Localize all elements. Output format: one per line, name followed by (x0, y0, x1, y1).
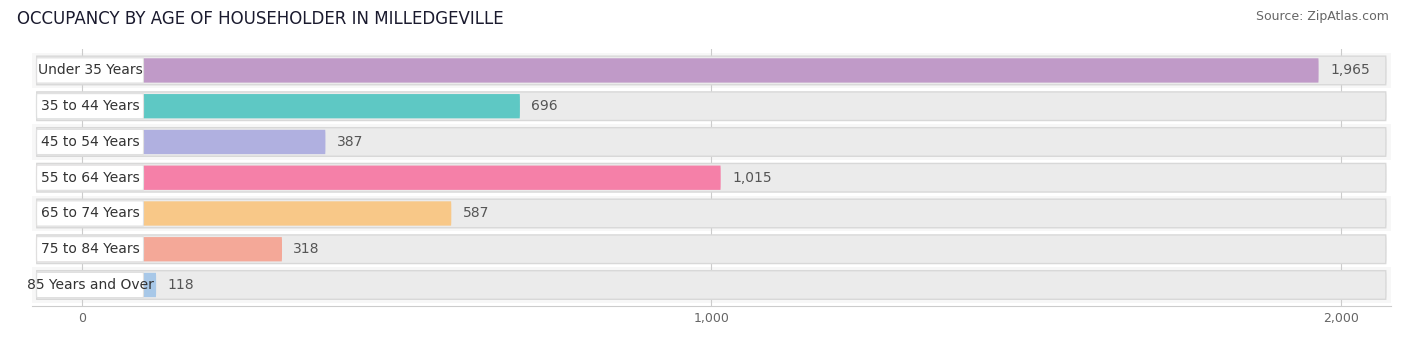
FancyBboxPatch shape (37, 58, 1319, 83)
Text: Source: ZipAtlas.com: Source: ZipAtlas.com (1256, 10, 1389, 23)
FancyBboxPatch shape (37, 237, 143, 262)
FancyBboxPatch shape (37, 94, 520, 118)
Text: 1,015: 1,015 (733, 171, 772, 185)
FancyBboxPatch shape (37, 164, 1386, 192)
FancyBboxPatch shape (37, 165, 143, 190)
FancyBboxPatch shape (37, 56, 1386, 85)
FancyBboxPatch shape (37, 201, 143, 226)
Text: 696: 696 (531, 99, 558, 113)
FancyBboxPatch shape (37, 130, 143, 155)
Bar (31, 124, 1391, 160)
FancyBboxPatch shape (37, 201, 451, 226)
FancyBboxPatch shape (37, 58, 143, 83)
Text: 85 Years and Over: 85 Years and Over (27, 278, 153, 292)
Text: 118: 118 (167, 278, 194, 292)
Text: 318: 318 (294, 242, 319, 256)
FancyBboxPatch shape (37, 237, 283, 261)
Bar (31, 53, 1391, 88)
FancyBboxPatch shape (37, 272, 143, 298)
Text: 1,965: 1,965 (1330, 64, 1369, 78)
Text: 45 to 54 Years: 45 to 54 Years (41, 135, 139, 149)
FancyBboxPatch shape (37, 273, 156, 297)
FancyBboxPatch shape (37, 92, 1386, 120)
FancyBboxPatch shape (37, 199, 1386, 228)
FancyBboxPatch shape (37, 94, 143, 119)
Bar (31, 195, 1391, 231)
FancyBboxPatch shape (37, 128, 1386, 156)
Text: OCCUPANCY BY AGE OF HOUSEHOLDER IN MILLEDGEVILLE: OCCUPANCY BY AGE OF HOUSEHOLDER IN MILLE… (17, 10, 503, 28)
Text: 587: 587 (463, 206, 489, 220)
Text: 65 to 74 Years: 65 to 74 Years (41, 206, 139, 220)
FancyBboxPatch shape (37, 235, 1386, 264)
Text: 387: 387 (337, 135, 363, 149)
Text: 35 to 44 Years: 35 to 44 Years (41, 99, 139, 113)
Text: Under 35 Years: Under 35 Years (38, 64, 142, 78)
Bar (31, 231, 1391, 267)
Bar (31, 267, 1391, 303)
Text: 55 to 64 Years: 55 to 64 Years (41, 171, 139, 185)
Text: 75 to 84 Years: 75 to 84 Years (41, 242, 139, 256)
Bar (31, 160, 1391, 195)
FancyBboxPatch shape (37, 130, 325, 154)
FancyBboxPatch shape (37, 271, 1386, 299)
Bar (31, 88, 1391, 124)
FancyBboxPatch shape (37, 166, 721, 190)
